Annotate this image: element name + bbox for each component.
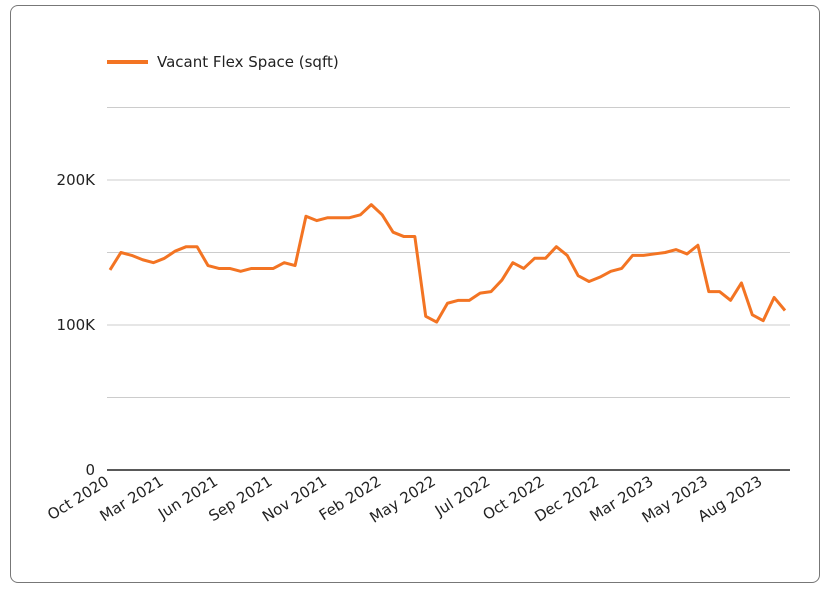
legend-label: Vacant Flex Space (sqft) — [157, 53, 339, 71]
data-line — [108, 203, 787, 324]
chart-frame — [10, 5, 820, 583]
y-tick-label: 200K — [57, 171, 97, 189]
y-tick-label: 0 — [85, 461, 95, 479]
y-tick-label: 100K — [57, 316, 97, 334]
